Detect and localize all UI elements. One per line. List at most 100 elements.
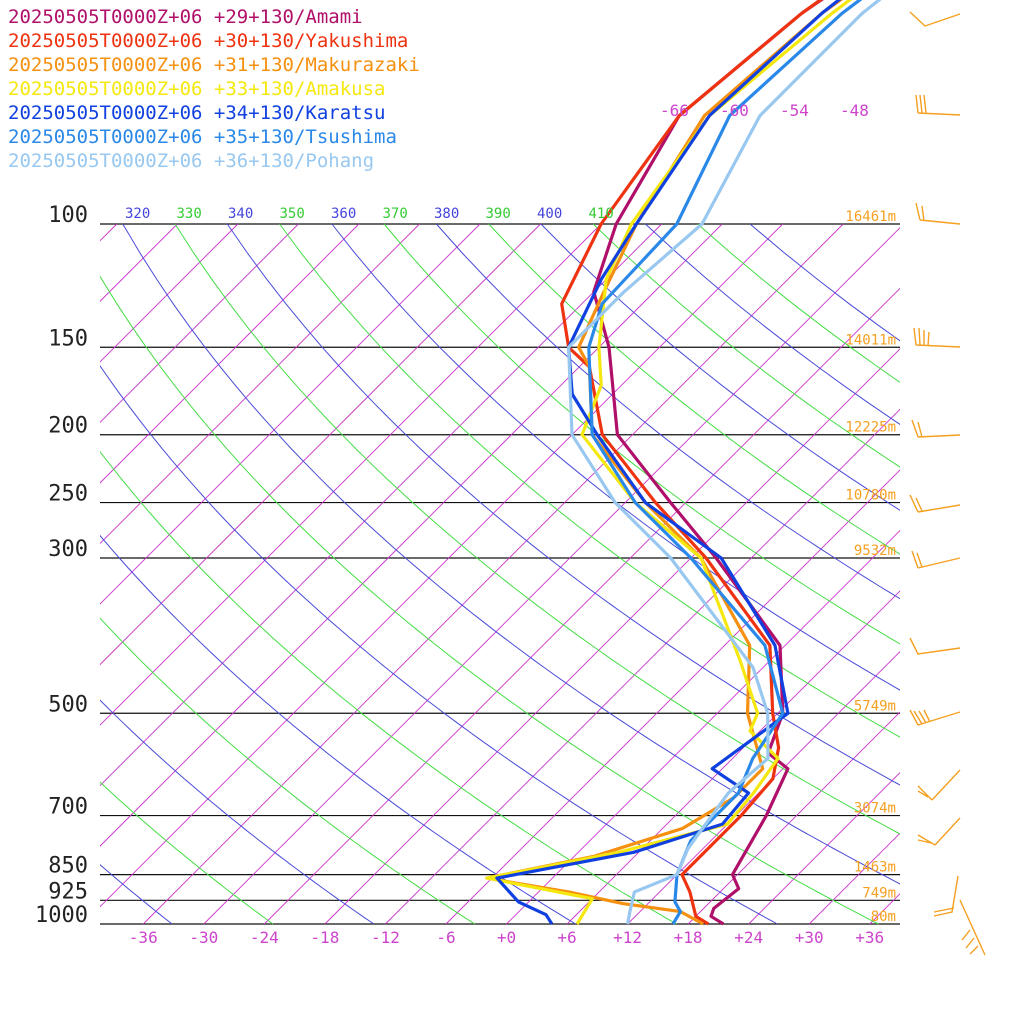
dry-adiabat-line <box>100 450 677 925</box>
legend: 20250505T0000Z+06 +29+130/Amami20250505T… <box>8 6 420 172</box>
temperature-tick-label: -18 <box>310 928 339 947</box>
dry-adiabat-line <box>100 275 879 925</box>
pressure-label: 700 <box>48 795 88 820</box>
pressure-label: 300 <box>48 537 88 562</box>
series-line <box>567 0 882 925</box>
temperature-tick-labels: -36 -30 -24 -18 -12 -6 +0 +6 +12 +18 +24 +30 +36 <box>129 928 884 947</box>
temperature-profiles <box>485 0 882 926</box>
pressure-label: 100 <box>48 203 88 228</box>
isotherm-line <box>100 223 239 363</box>
temperature-tick-label: +12 <box>613 928 642 947</box>
height-label: 3074m <box>854 801 896 817</box>
isotherm-line <box>100 223 784 908</box>
isotherm-line <box>100 223 541 666</box>
theta-labels: 320 330 340 350 360 370 380 390 400 410 <box>125 206 614 222</box>
dry-adiabat-line <box>226 223 900 786</box>
legend-entry: 20250505T0000Z+06 +34+130/Karatsu <box>8 102 386 124</box>
upper-isotherm-labels: -66 -60 -54 -48 <box>660 101 869 120</box>
temperature-tick-label: +6 <box>557 928 576 947</box>
height-label: 12225m <box>845 420 896 436</box>
isotherm-line <box>385 408 900 925</box>
temperature-tick-label: -6 <box>436 928 455 947</box>
legend-entry: 20250505T0000Z+06 +31+130/Makurazaki <box>8 54 420 76</box>
temperature-tick-label: -36 <box>129 928 158 947</box>
legend-entry: 20250505T0000Z+06 +36+130/Pohang <box>8 150 374 172</box>
theta-label: 410 <box>589 206 614 222</box>
temperature-tick-label: +30 <box>795 928 824 947</box>
wind-barb <box>933 875 959 917</box>
pressure-label: 500 <box>48 692 88 717</box>
isotherm-line <box>506 529 900 925</box>
isotherm-line <box>627 650 900 925</box>
theta-label: 340 <box>228 206 253 222</box>
isotherm-line <box>324 348 900 925</box>
temperature-tick-label: +18 <box>674 928 703 947</box>
dry-adiabat-line <box>488 223 900 555</box>
series-line <box>485 0 853 925</box>
height-label: 1463m <box>854 860 896 876</box>
pressure-label: 150 <box>48 326 88 351</box>
wind-barbs <box>909 11 986 956</box>
isotherm-line <box>100 223 178 302</box>
dry-adiabat-line <box>100 699 375 925</box>
height-label: 5749m <box>854 698 896 714</box>
isotherm-line <box>869 893 900 925</box>
height-label: 80m <box>871 909 896 925</box>
isotherm-line <box>100 223 360 484</box>
isotherm-line <box>445 469 900 925</box>
upper-isotherm-label: -60 <box>720 101 749 120</box>
height-label: 749m <box>862 885 896 901</box>
dry-adiabat-line <box>122 223 900 885</box>
wind-barb <box>911 550 961 569</box>
series-line <box>587 0 863 925</box>
dry-adiabat-line <box>100 617 475 925</box>
isotherm-line <box>566 590 900 925</box>
theta-label: 380 <box>434 206 459 222</box>
isotherm-line <box>100 223 662 787</box>
height-label: 10780m <box>845 488 896 504</box>
wind-barb <box>913 327 961 348</box>
pressure-label: 1000 <box>35 903 88 928</box>
dry-adiabats <box>100 223 900 925</box>
legend-entry: 20250505T0000Z+06 +35+130/Tsushima <box>8 126 397 148</box>
wind-barb <box>915 94 961 116</box>
temperature-tick-label: -12 <box>371 928 400 947</box>
legend-entry: 20250505T0000Z+06 +33+130/Amakusa <box>8 78 386 100</box>
dry-adiabat-line <box>436 223 900 600</box>
height-label: 9532m <box>854 543 896 559</box>
wind-barb <box>911 419 961 438</box>
isotherm-line <box>100 223 723 847</box>
dry-adiabat-line <box>100 864 173 925</box>
isotherms <box>100 223 900 925</box>
pressure-label: 925 <box>48 879 88 904</box>
height-label: 14011m <box>845 332 896 348</box>
upper-isotherm-label: -66 <box>660 101 689 120</box>
upper-isotherm-label: -48 <box>840 101 869 120</box>
height-label: 16461m <box>845 209 896 225</box>
wind-barb <box>909 494 961 513</box>
isotherm-line <box>203 227 900 925</box>
theta-label: 350 <box>280 206 305 222</box>
dry-adiabat-line <box>279 223 900 738</box>
isotherm-line <box>100 223 602 726</box>
isotherm-line <box>100 223 299 424</box>
dry-adiabat-line <box>540 223 900 511</box>
isotherm-line <box>808 832 900 925</box>
pressure-label: 850 <box>48 854 88 879</box>
dry-adiabat-line <box>645 223 900 425</box>
isotherm-line <box>687 711 900 925</box>
dry-adiabat-line <box>749 223 900 342</box>
dry-adiabat-line <box>697 223 900 383</box>
theta-label: 390 <box>486 206 511 222</box>
wind-barb <box>909 637 961 655</box>
isotherm-line <box>748 772 900 925</box>
isotherm-line <box>142 223 844 925</box>
pressure-label: 200 <box>48 414 88 439</box>
wind-barb <box>959 899 986 956</box>
theta-label: 320 <box>125 206 150 222</box>
dry-adiabat-line <box>174 223 900 835</box>
temperature-tick-label: -30 <box>189 928 218 947</box>
pressure-label: 250 <box>48 482 88 507</box>
